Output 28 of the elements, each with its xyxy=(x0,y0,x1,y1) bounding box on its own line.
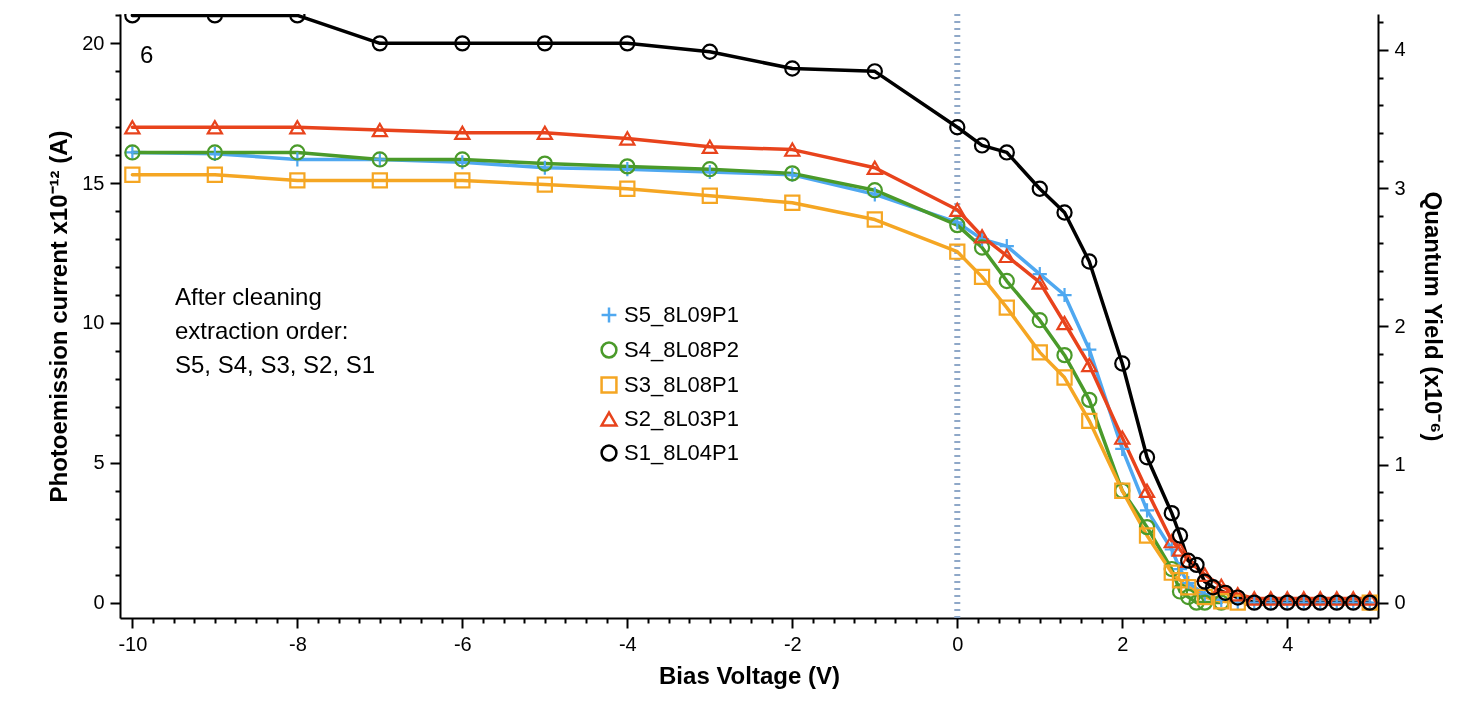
legend-label: S2_8L03P1 xyxy=(624,406,739,431)
legend-label: S3_8L08P1 xyxy=(624,372,739,397)
y2-tick-label: 3 xyxy=(1394,176,1406,199)
y-tick-label: 5 xyxy=(93,451,105,474)
x-axis-title: Bias Voltage (V) xyxy=(659,661,840,689)
y-tick-label: 20 xyxy=(82,31,105,54)
x-tick-label: -2 xyxy=(783,632,802,655)
y2-tick-label: 4 xyxy=(1394,38,1406,61)
x-tick-label: -8 xyxy=(288,632,307,655)
legend-label: S4_8L08P2 xyxy=(624,337,739,362)
y-axis-title: Photoemission current x10⁻¹² (A) xyxy=(45,130,73,503)
y2-tick-label: 0 xyxy=(1394,591,1406,614)
y2-axis-title: Quantum Yield (x10⁻⁶) xyxy=(1419,191,1447,442)
legend-label: S1_8L04P1 xyxy=(624,440,739,465)
legend-label: S5_8L09P1 xyxy=(624,302,739,327)
x-tick-label: -4 xyxy=(618,632,637,655)
x-tick-label: -6 xyxy=(453,632,472,655)
x-tick-label: 2 xyxy=(1117,632,1129,655)
y-tick-label: 10 xyxy=(82,311,105,334)
y-tick-label: 15 xyxy=(82,171,105,194)
x-tick-label: 4 xyxy=(1282,632,1294,655)
annotation: 6 xyxy=(140,41,154,68)
y2-tick-label: 1 xyxy=(1394,453,1406,476)
annotation: After cleaning extraction order: S5, S4, S3, S2, S1 xyxy=(175,283,376,378)
y2-tick-label: 2 xyxy=(1394,314,1406,337)
x-tick-label: 0 xyxy=(952,632,964,655)
x-tick-label: -10 xyxy=(118,632,148,655)
y-tick-label: 0 xyxy=(93,591,105,614)
